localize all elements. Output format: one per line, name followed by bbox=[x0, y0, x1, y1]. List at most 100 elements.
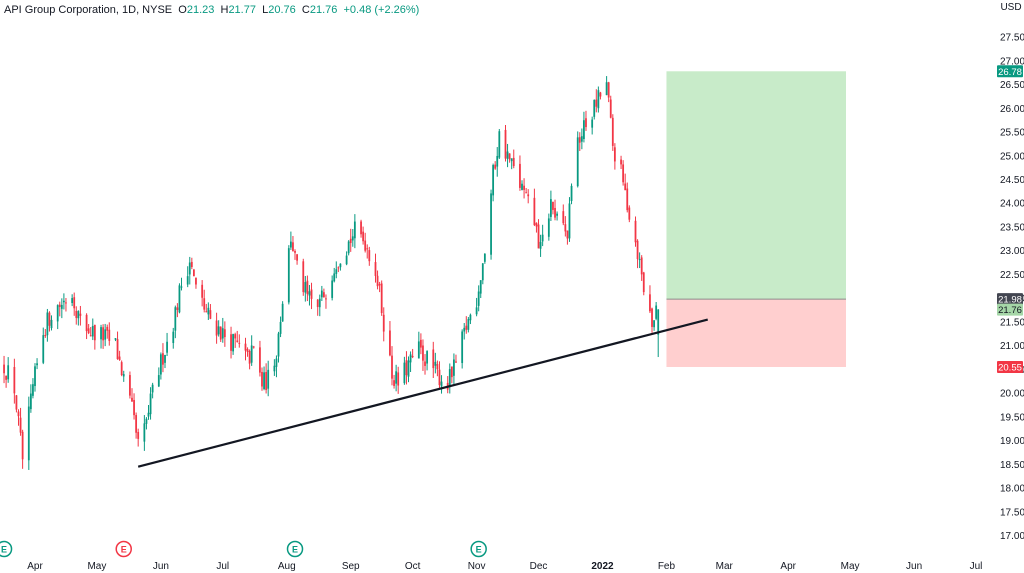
candle bbox=[351, 228, 354, 247]
candle-body bbox=[599, 92, 602, 97]
candle bbox=[611, 114, 614, 151]
candle bbox=[106, 324, 109, 339]
candle bbox=[494, 161, 497, 170]
earnings-marker-ring bbox=[286, 540, 304, 558]
candle bbox=[436, 360, 439, 377]
candle-body bbox=[250, 345, 253, 363]
candle bbox=[448, 363, 451, 394]
candle bbox=[469, 313, 472, 325]
candle bbox=[120, 360, 123, 377]
candle-body bbox=[566, 230, 569, 239]
currency-label: USD bbox=[1000, 2, 1021, 13]
price-tick-label: 22.50 bbox=[1000, 270, 1024, 281]
time-tick-label: Feb bbox=[658, 561, 676, 572]
price-tick-label: 24.00 bbox=[1000, 199, 1024, 210]
candle bbox=[91, 318, 94, 341]
candle bbox=[397, 366, 400, 394]
candle-body bbox=[479, 280, 482, 294]
candle bbox=[636, 239, 639, 269]
candle bbox=[411, 348, 414, 359]
candle-body bbox=[308, 291, 311, 296]
candle-body bbox=[246, 349, 249, 352]
candle bbox=[374, 253, 377, 283]
candle bbox=[628, 205, 631, 223]
candle bbox=[376, 270, 379, 290]
candle-body bbox=[461, 331, 464, 364]
candle-body bbox=[65, 302, 67, 304]
candle-body bbox=[535, 222, 538, 227]
candle bbox=[114, 338, 117, 342]
candle bbox=[44, 329, 47, 338]
candle-body bbox=[73, 297, 76, 309]
legend-close-label: C bbox=[301, 4, 310, 16]
candle bbox=[248, 349, 251, 370]
candle bbox=[252, 345, 255, 349]
support-trendline[interactable] bbox=[137, 318, 709, 468]
candle bbox=[368, 246, 371, 266]
candle-body bbox=[382, 314, 385, 332]
candle bbox=[137, 428, 140, 447]
candle bbox=[50, 315, 53, 331]
candle-body bbox=[279, 321, 282, 334]
price-axis[interactable]: USD 17.00 17.50 18.00 18.50 19.00 19.50 20.00 20… bbox=[994, 0, 1024, 573]
candle bbox=[263, 366, 265, 391]
candle bbox=[624, 173, 627, 191]
candle bbox=[87, 323, 90, 335]
earnings-marker-label: E bbox=[121, 545, 127, 555]
time-tick-label: Jul bbox=[970, 561, 983, 572]
time-tick-label: Jun bbox=[153, 561, 169, 572]
candle-body bbox=[164, 354, 166, 363]
candle bbox=[100, 324, 102, 349]
candle bbox=[323, 288, 325, 298]
candle bbox=[417, 331, 420, 359]
candle-body bbox=[100, 327, 102, 340]
candle-body bbox=[129, 375, 131, 396]
candle-body bbox=[29, 393, 32, 410]
candle bbox=[378, 281, 381, 293]
candle bbox=[230, 326, 232, 359]
candle-body bbox=[289, 241, 292, 248]
candle bbox=[277, 331, 280, 363]
candle-body bbox=[591, 119, 594, 128]
earnings-marker-icon: E bbox=[115, 540, 132, 558]
candle-body bbox=[32, 384, 34, 396]
candle-body bbox=[409, 354, 412, 363]
candle-body bbox=[628, 207, 631, 220]
candle-body bbox=[306, 280, 309, 295]
price-tick-label: 19.50 bbox=[1000, 412, 1024, 423]
candle bbox=[512, 149, 515, 169]
candle-body bbox=[145, 418, 148, 424]
candle-body bbox=[469, 314, 472, 321]
trendline[interactable] bbox=[137, 318, 709, 468]
candle bbox=[585, 110, 587, 131]
candle bbox=[195, 277, 197, 289]
candle-body bbox=[102, 327, 104, 341]
candle-body bbox=[626, 188, 629, 211]
candle-body bbox=[481, 263, 484, 281]
earnings-marker-ring bbox=[470, 540, 487, 558]
candle bbox=[172, 327, 175, 349]
target-zone[interactable] bbox=[666, 71, 846, 300]
candle bbox=[46, 308, 49, 342]
candle bbox=[219, 326, 222, 342]
candle bbox=[261, 367, 263, 391]
candle-body bbox=[79, 313, 82, 316]
stop-zone[interactable] bbox=[666, 299, 846, 368]
candle bbox=[164, 354, 166, 369]
candle-body bbox=[607, 82, 610, 98]
candle-body bbox=[455, 361, 457, 363]
price-tag-label: 21.76 bbox=[998, 305, 1022, 316]
earnings-marker-ring bbox=[115, 540, 132, 558]
candle-body bbox=[135, 415, 138, 433]
candle-body bbox=[275, 358, 278, 367]
candle bbox=[56, 304, 59, 330]
price-tick-label: 21.50 bbox=[1000, 317, 1024, 328]
candle bbox=[320, 285, 323, 301]
candle-body bbox=[77, 311, 80, 319]
candle-body bbox=[114, 338, 117, 340]
candle bbox=[333, 267, 336, 283]
time-axis[interactable]: Apr May Jun Jul Aug Sep Oct Nov Dec 2022 Feb Mar Apr… bbox=[27, 561, 982, 572]
earnings-marker-ring bbox=[0, 540, 13, 558]
position-tool[interactable] bbox=[666, 71, 846, 368]
